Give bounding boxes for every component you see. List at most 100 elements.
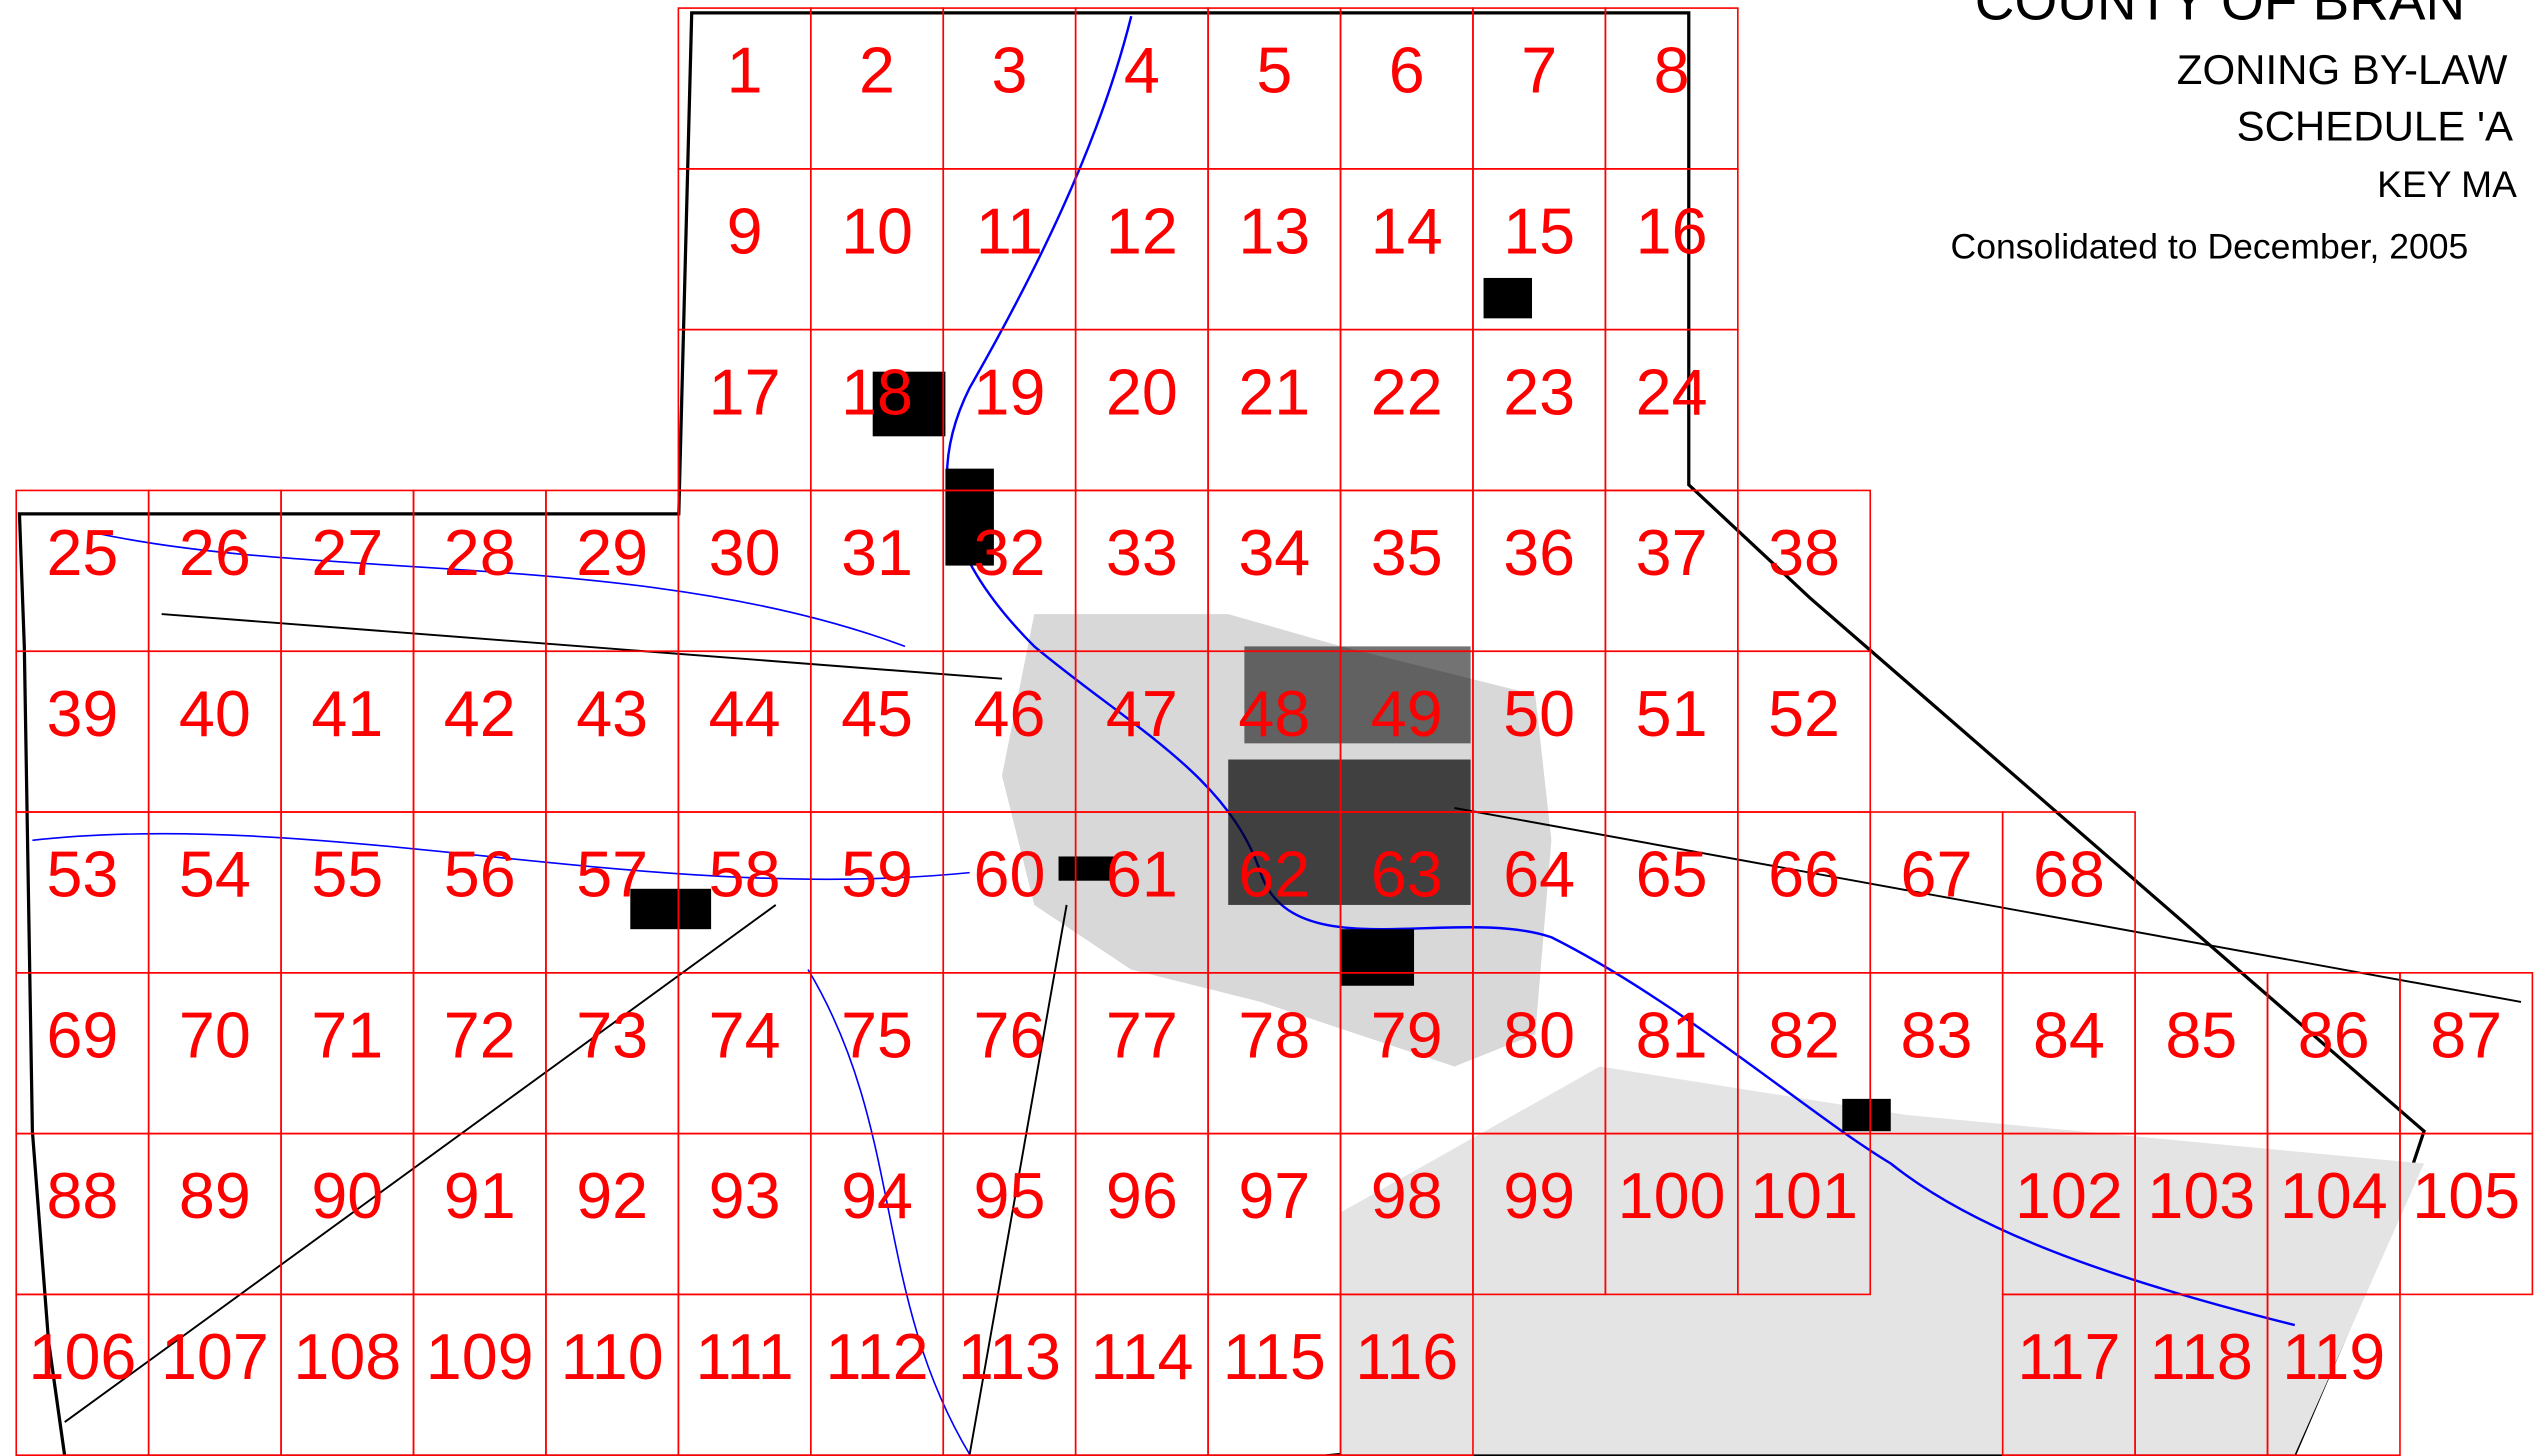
sheet-label: 106 [29, 1320, 137, 1393]
sheet-label: 12 [1106, 194, 1178, 267]
sheet-label: 10 [841, 194, 913, 267]
sheet-label: 38 [1768, 516, 1840, 589]
sheet-label: 116 [1355, 1320, 1458, 1393]
sheet-label: 37 [1636, 516, 1708, 589]
sheet-label: 11 [976, 194, 1043, 267]
sheet-label: 77 [1106, 998, 1178, 1071]
title: COUNTY OF BRAN [1975, 0, 2465, 31]
sheet-label: 69 [46, 998, 118, 1071]
sheet-label: 109 [426, 1320, 534, 1393]
sheet-label: 86 [2298, 998, 2370, 1071]
sheet-label: 28 [444, 516, 516, 589]
sheet-label: 101 [1750, 1159, 1858, 1232]
sheet-label: 33 [1106, 516, 1178, 589]
sheet-label: 91 [444, 1159, 516, 1232]
sheet-cell [2399, 1132, 2534, 1296]
sheet-label: 2 [859, 34, 895, 107]
sheet-label: 32 [974, 516, 1046, 589]
sheet-label: 90 [311, 1159, 383, 1232]
sheet-label: 58 [709, 838, 781, 911]
sheet-label: 92 [576, 1159, 648, 1232]
sheet-cell [2266, 1293, 2401, 1456]
sheet-label: 65 [1636, 838, 1708, 911]
sheet-label: 59 [841, 838, 913, 911]
sheet-label: 79 [1371, 998, 1443, 1071]
sheet-label: 22 [1371, 355, 1443, 428]
sheet-label: 94 [841, 1159, 913, 1232]
sheet-label: 75 [841, 998, 913, 1071]
sheet-label: 27 [311, 516, 383, 589]
sheet-label: 46 [974, 677, 1046, 750]
sheet-label: 43 [576, 677, 648, 750]
sheet-label: 84 [2033, 998, 2105, 1071]
sheet-label: 63 [1371, 838, 1443, 911]
sheet-cell [1339, 1293, 1474, 1456]
sheet-label: 74 [709, 998, 781, 1071]
sheet-label: 62 [1238, 838, 1310, 911]
sheet-label: 47 [1106, 677, 1178, 750]
sheet-label: 112 [826, 1320, 929, 1393]
sheet-label: 87 [2430, 998, 2502, 1071]
sheet-label: 89 [179, 1159, 251, 1232]
sheet-label: 1 [727, 34, 763, 107]
creek [32, 532, 971, 1455]
sheet-label: 54 [179, 838, 251, 911]
sheet-label: 95 [974, 1159, 1046, 1232]
sheet-label: 40 [179, 677, 251, 750]
sheet-label: 104 [2280, 1159, 2388, 1232]
consolidated-note: Consolidated to December, 2005 [1951, 227, 2469, 267]
sheet-label: 17 [709, 355, 781, 428]
sheet-label: 107 [161, 1320, 269, 1393]
sheet-label: 45 [841, 677, 913, 750]
road [64, 613, 2522, 1455]
sheet-label: 8 [1654, 34, 1690, 107]
sheet-label: 60 [974, 838, 1046, 911]
sheet-label: 24 [1636, 355, 1708, 428]
settlements [630, 277, 1891, 1132]
sheet-label: 76 [974, 998, 1046, 1071]
sheet-label: 49 [1371, 677, 1443, 750]
subtitle: SCHEDULE 'A [2237, 103, 2513, 150]
sheet-label: 52 [1768, 677, 1840, 750]
sheet-label: 35 [1371, 516, 1443, 589]
sheet-label: 41 [311, 677, 383, 750]
sheet-label: 19 [974, 355, 1046, 428]
sheet-label: 30 [709, 516, 781, 589]
sheet-label: 72 [444, 998, 516, 1071]
sheet-label: 117 [2017, 1320, 2120, 1393]
sheet-label: 39 [46, 677, 118, 750]
sheet-label: 98 [1371, 1159, 1443, 1232]
sheet-label: 26 [179, 516, 251, 589]
sheet-label: 44 [709, 677, 781, 750]
sheet-label: 55 [311, 838, 383, 911]
sheet-label: 51 [1636, 677, 1708, 750]
sheet-label: 102 [2015, 1159, 2123, 1232]
sheet-label: 108 [293, 1320, 401, 1393]
sheet-label: 110 [561, 1320, 664, 1393]
subtitle: KEY MA [2377, 163, 2517, 205]
sheet-label: 15 [1503, 194, 1575, 267]
sheet-label: 67 [1901, 838, 1973, 911]
sheet-label: 70 [179, 998, 251, 1071]
sheet-label: 53 [46, 838, 118, 911]
sheet-label: 103 [2147, 1159, 2255, 1232]
sheet-label: 18 [841, 355, 913, 428]
sheet-label: 66 [1768, 838, 1840, 911]
sheet-label: 34 [1238, 516, 1310, 589]
sheet-label: 21 [1238, 355, 1310, 428]
sheet-label: 81 [1636, 998, 1708, 1071]
sheet-label: 3 [991, 34, 1027, 107]
sheet-label: 20 [1106, 355, 1178, 428]
sheet-label: 97 [1238, 1159, 1310, 1232]
sheet-label: 16 [1636, 194, 1708, 267]
sheet-label: 50 [1503, 677, 1575, 750]
sheet-label: 4 [1124, 34, 1160, 107]
sheet-label: 25 [46, 516, 118, 589]
sheet-label: 64 [1503, 838, 1575, 911]
sheet-label: 115 [1223, 1320, 1326, 1393]
sheet-label: 48 [1238, 677, 1310, 750]
sheet-label: 13 [1238, 194, 1310, 267]
sheet-label: 96 [1106, 1159, 1178, 1232]
